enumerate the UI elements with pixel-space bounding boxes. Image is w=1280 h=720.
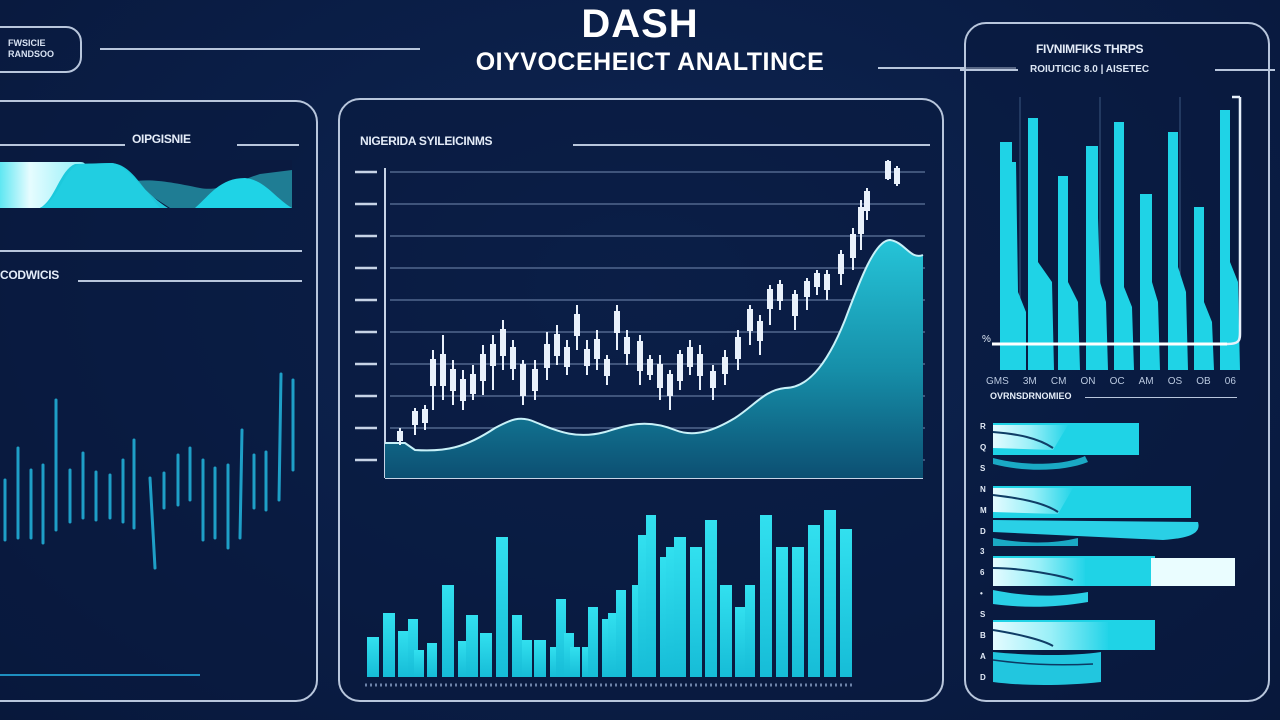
x-label: OC — [1109, 376, 1125, 387]
hbar-caption-rule — [1085, 397, 1237, 398]
row-label: 3 — [980, 547, 985, 557]
header-rule-left — [100, 48, 420, 50]
right-subtitle-rule-right — [1215, 69, 1275, 71]
x-label: CM — [1050, 376, 1067, 387]
badge-line-2: RANDSOO — [8, 49, 55, 59]
page-subtitle: OIYVOCEHEICT ANALTINCE — [475, 48, 825, 76]
badge-line-1: FWSICIE — [8, 38, 46, 48]
x-label: 06 — [1224, 376, 1236, 387]
x-label: 3M — [1022, 376, 1037, 387]
row-label: 6 — [980, 568, 985, 578]
page-title: DASH — [581, 2, 699, 46]
wave-chart-title: OIPGISNIE — [132, 132, 191, 146]
main-chart-title-rule — [573, 144, 930, 146]
row-label: M — [980, 505, 987, 515]
top-left-badge[interactable]: FWSICIE RANDSOO — [0, 26, 82, 73]
left-divider — [0, 250, 302, 252]
x-label: OB — [1196, 376, 1211, 387]
hbar-section-caption: OVRNSDRNOMIEO — [990, 391, 1072, 401]
right-panel-title: FIVNIMFIKS THRPS — [1036, 42, 1144, 56]
row-label: • — [980, 589, 983, 599]
row-label: A — [980, 651, 986, 661]
svg-text:%: % — [982, 334, 991, 345]
header-rule-right — [878, 67, 1016, 69]
sparkline-title-rule — [78, 280, 302, 282]
left-bottom-rule — [0, 674, 200, 676]
horizontal-bar-chart — [992, 423, 1235, 685]
left-wave-rule-a — [0, 144, 125, 146]
volume-bar-chart — [365, 510, 855, 687]
candlestick-area-chart — [355, 160, 925, 479]
row-label: S — [980, 463, 986, 473]
right-panel-subtitle: ROIUTICIC 8.0 | AISETEC — [1030, 64, 1150, 75]
row-label: R — [980, 422, 986, 431]
row-label: Q — [980, 442, 987, 452]
right-subtitle-rule-left — [960, 69, 1018, 71]
left-wave-rule-b — [237, 144, 299, 146]
x-label: GMS — [986, 376, 1009, 387]
x-label: ON — [1080, 376, 1096, 387]
row-label: B — [980, 631, 986, 641]
spike-bar-chart: % — [982, 95, 1242, 370]
x-label: AM — [1138, 376, 1154, 387]
wave-area-chart — [0, 160, 292, 208]
range-bar-chart — [3, 372, 295, 570]
row-label: N — [980, 484, 986, 494]
row-label: S — [980, 610, 986, 620]
sparkline-chart-title: CODWICIS — [0, 268, 59, 282]
main-chart-title: NIGERIDA SYILEICINMS — [360, 134, 493, 148]
row-label: D — [980, 672, 986, 682]
hbar-row-labels: R Q S N M D 3 6 • S B A D — [980, 422, 992, 682]
spike-chart-x-labels: GMS 3M CM ON OC AM OS OB 06 — [986, 376, 1236, 387]
x-label: OS — [1167, 376, 1183, 387]
row-label: D — [980, 526, 986, 536]
